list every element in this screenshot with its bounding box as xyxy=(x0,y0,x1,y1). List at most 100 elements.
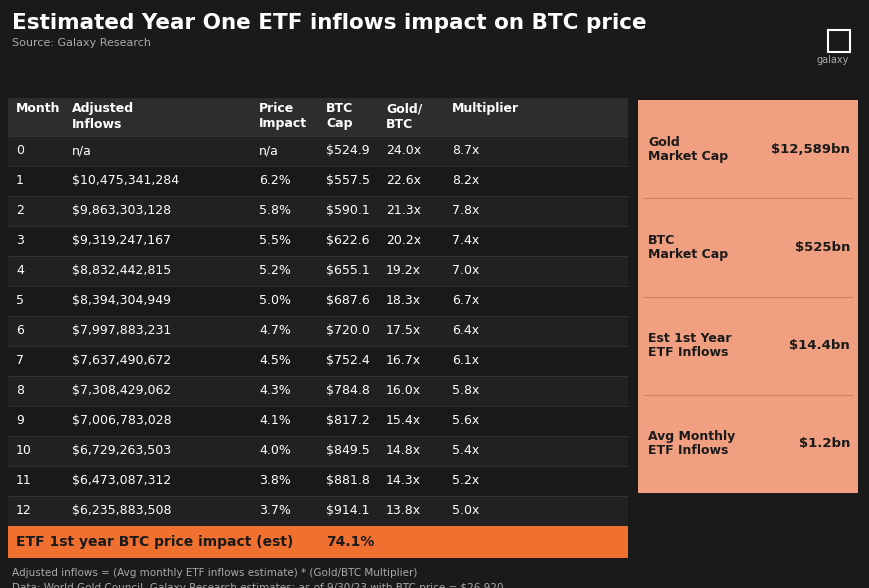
Text: $914.1: $914.1 xyxy=(326,505,369,517)
Text: $12,589bn: $12,589bn xyxy=(770,143,849,156)
Text: $7,637,490,672: $7,637,490,672 xyxy=(72,355,171,368)
Text: $525bn: $525bn xyxy=(793,241,849,254)
FancyBboxPatch shape xyxy=(8,466,627,496)
Text: $622.6: $622.6 xyxy=(326,235,369,248)
Text: 4.1%: 4.1% xyxy=(259,415,290,427)
Text: 7.0x: 7.0x xyxy=(452,265,479,278)
FancyBboxPatch shape xyxy=(8,136,627,166)
Text: Gold: Gold xyxy=(647,136,679,149)
Text: n/a: n/a xyxy=(259,145,279,158)
Text: Gold/
BTC: Gold/ BTC xyxy=(386,102,421,131)
Text: $7,006,783,028: $7,006,783,028 xyxy=(72,415,171,427)
FancyBboxPatch shape xyxy=(8,166,627,196)
Text: 12: 12 xyxy=(16,505,31,517)
Text: 19.2x: 19.2x xyxy=(386,265,421,278)
Text: $7,997,883,231: $7,997,883,231 xyxy=(72,325,171,338)
Text: 0: 0 xyxy=(16,145,24,158)
FancyBboxPatch shape xyxy=(8,286,627,316)
Text: Market Cap: Market Cap xyxy=(647,149,727,163)
Text: $557.5: $557.5 xyxy=(326,175,369,188)
Text: $1.2bn: $1.2bn xyxy=(798,437,849,450)
Text: 6.7x: 6.7x xyxy=(452,295,479,308)
Text: 6.4x: 6.4x xyxy=(452,325,479,338)
Text: 5.0%: 5.0% xyxy=(259,295,290,308)
Text: 2: 2 xyxy=(16,205,23,218)
Text: Multiplier: Multiplier xyxy=(452,102,519,115)
Text: 24.0x: 24.0x xyxy=(386,145,421,158)
Text: 8: 8 xyxy=(16,385,24,397)
FancyBboxPatch shape xyxy=(8,196,627,226)
Text: 4.5%: 4.5% xyxy=(259,355,290,368)
FancyBboxPatch shape xyxy=(8,256,627,286)
Text: Source: Galaxy Research: Source: Galaxy Research xyxy=(12,38,151,48)
Text: $9,319,247,167: $9,319,247,167 xyxy=(72,235,171,248)
Text: 7.8x: 7.8x xyxy=(452,205,479,218)
Text: 4: 4 xyxy=(16,265,23,278)
Text: 5.2%: 5.2% xyxy=(259,265,290,278)
Text: 20.2x: 20.2x xyxy=(386,235,421,248)
Text: $7,308,429,062: $7,308,429,062 xyxy=(72,385,171,397)
Text: ETF Inflows: ETF Inflows xyxy=(647,346,727,359)
Text: 8.2x: 8.2x xyxy=(452,175,479,188)
Text: BTC: BTC xyxy=(647,234,674,247)
Text: 5.6x: 5.6x xyxy=(452,415,479,427)
FancyBboxPatch shape xyxy=(8,226,627,256)
FancyBboxPatch shape xyxy=(8,376,627,406)
Text: $881.8: $881.8 xyxy=(326,475,369,487)
Text: ETF Inflows: ETF Inflows xyxy=(647,445,727,457)
Text: $6,473,087,312: $6,473,087,312 xyxy=(72,475,171,487)
Text: $784.8: $784.8 xyxy=(326,385,369,397)
Text: 17.5x: 17.5x xyxy=(386,325,421,338)
Text: 5: 5 xyxy=(16,295,24,308)
Text: 5.0x: 5.0x xyxy=(452,505,479,517)
Text: 14.3x: 14.3x xyxy=(386,475,421,487)
Text: $720.0: $720.0 xyxy=(326,325,369,338)
Text: 5.8%: 5.8% xyxy=(259,205,290,218)
Text: $6,235,883,508: $6,235,883,508 xyxy=(72,505,171,517)
Text: 5.4x: 5.4x xyxy=(452,445,479,457)
Text: 15.4x: 15.4x xyxy=(386,415,421,427)
Text: 18.3x: 18.3x xyxy=(386,295,421,308)
Text: $9,863,303,128: $9,863,303,128 xyxy=(72,205,171,218)
Text: Price
Impact: Price Impact xyxy=(259,102,307,131)
Text: Data: World Gold Council, Galaxy Research estimates; as of 9/30/23 with BTC pric: Data: World Gold Council, Galaxy Researc… xyxy=(12,583,503,588)
Text: 4.3%: 4.3% xyxy=(259,385,290,397)
Text: 7.4x: 7.4x xyxy=(452,235,479,248)
Text: BTC
Cap: BTC Cap xyxy=(326,102,353,131)
FancyBboxPatch shape xyxy=(8,526,627,558)
Text: Adjusted
Inflows: Adjusted Inflows xyxy=(72,102,134,131)
Text: 5.2x: 5.2x xyxy=(452,475,479,487)
Text: 16.0x: 16.0x xyxy=(386,385,421,397)
Text: $590.1: $590.1 xyxy=(326,205,369,218)
FancyBboxPatch shape xyxy=(8,98,627,136)
FancyBboxPatch shape xyxy=(8,496,627,526)
Text: $655.1: $655.1 xyxy=(326,265,369,278)
FancyBboxPatch shape xyxy=(8,346,627,376)
FancyBboxPatch shape xyxy=(637,100,857,493)
Text: n/a: n/a xyxy=(72,145,92,158)
Text: 4.7%: 4.7% xyxy=(259,325,290,338)
Text: Adjusted inflows = (Avg monthly ETF inflows estimate) * (Gold/BTC Multiplier): Adjusted inflows = (Avg monthly ETF infl… xyxy=(12,568,417,578)
Text: 16.7x: 16.7x xyxy=(386,355,421,368)
Text: $752.4: $752.4 xyxy=(326,355,369,368)
Text: 6: 6 xyxy=(16,325,23,338)
Text: $6,729,263,503: $6,729,263,503 xyxy=(72,445,171,457)
FancyBboxPatch shape xyxy=(8,316,627,346)
Text: galaxy: galaxy xyxy=(816,55,848,65)
Text: 3.8%: 3.8% xyxy=(259,475,290,487)
Text: 10: 10 xyxy=(16,445,32,457)
Text: 22.6x: 22.6x xyxy=(386,175,421,188)
Text: 1: 1 xyxy=(16,175,23,188)
Text: Estimated Year One ETF inflows impact on BTC price: Estimated Year One ETF inflows impact on… xyxy=(12,13,646,33)
Text: 11: 11 xyxy=(16,475,31,487)
Text: 74.1%: 74.1% xyxy=(326,535,374,549)
Text: 9: 9 xyxy=(16,415,23,427)
Text: 21.3x: 21.3x xyxy=(386,205,421,218)
Text: 6.1x: 6.1x xyxy=(452,355,479,368)
Text: ETF 1st year BTC price impact (est): ETF 1st year BTC price impact (est) xyxy=(16,535,293,549)
Text: 14.8x: 14.8x xyxy=(386,445,421,457)
Text: 7: 7 xyxy=(16,355,24,368)
Text: $10,475,341,284: $10,475,341,284 xyxy=(72,175,179,188)
Text: $8,394,304,949: $8,394,304,949 xyxy=(72,295,171,308)
Text: $524.9: $524.9 xyxy=(326,145,369,158)
